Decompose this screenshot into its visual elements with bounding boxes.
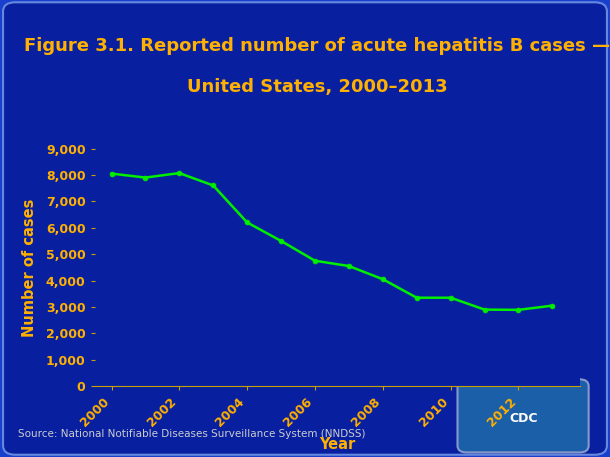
FancyBboxPatch shape [458, 379, 589, 452]
Text: CDC: CDC [509, 412, 537, 425]
FancyBboxPatch shape [3, 2, 607, 455]
Text: Figure 3.1. Reported number of acute hepatitis B cases —: Figure 3.1. Reported number of acute hep… [24, 37, 610, 55]
Text: Source: National Notifiable Diseases Surveillance System (NNDSS): Source: National Notifiable Diseases Sur… [18, 429, 366, 439]
Text: United States, 2000–2013: United States, 2000–2013 [187, 78, 448, 96]
Y-axis label: Number of cases: Number of cases [23, 198, 37, 336]
X-axis label: Year: Year [319, 437, 355, 452]
